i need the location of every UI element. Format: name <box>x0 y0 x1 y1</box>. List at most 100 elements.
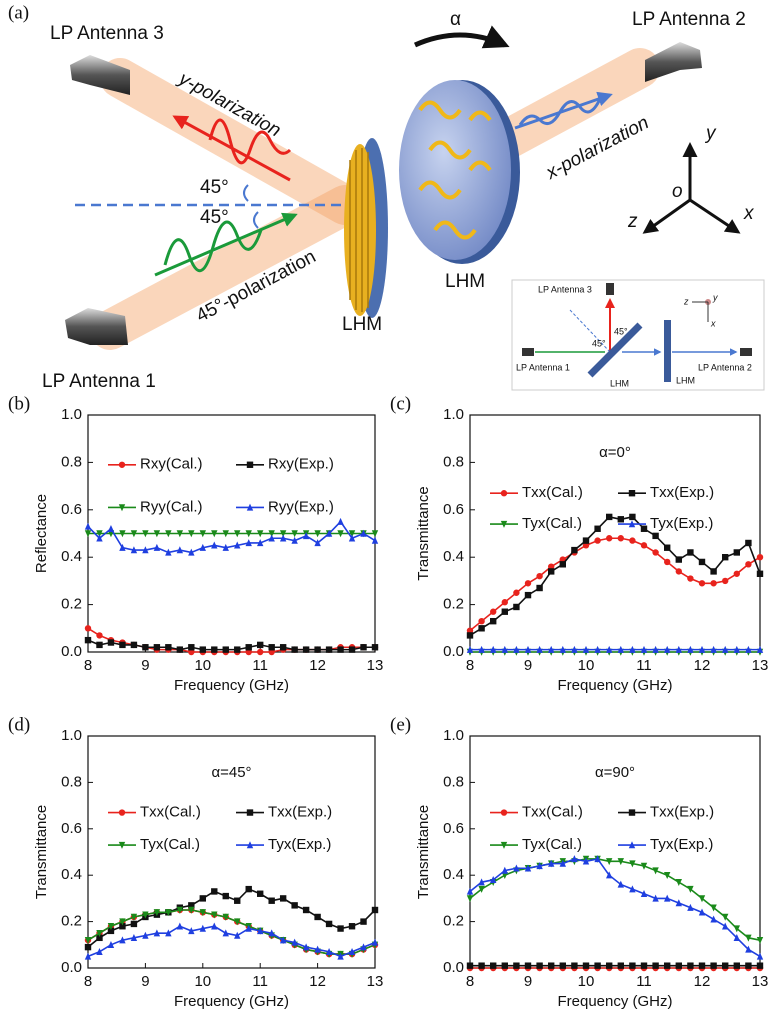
marker <box>525 580 531 586</box>
legend-label: Tyx(Exp.) <box>650 836 713 853</box>
marker <box>664 872 670 879</box>
marker <box>478 962 484 968</box>
legend-label: Txx(Exp.) <box>650 484 714 501</box>
marker <box>525 592 531 598</box>
y-tick-label: 1.0 <box>61 406 82 423</box>
marker <box>676 556 682 562</box>
marker <box>280 644 286 650</box>
marker <box>247 809 253 815</box>
marker <box>548 568 554 574</box>
label: y <box>704 123 717 144</box>
marker <box>268 644 274 650</box>
x-tick-label: 9 <box>141 973 149 990</box>
marker <box>291 902 297 908</box>
figure: (a) LP Antenna 3 LP Antenna 2 LP Antenna… <box>0 0 772 1015</box>
legend-label: Tyx(Cal.) <box>522 836 582 853</box>
y-axis-label: Transmittance <box>415 486 432 580</box>
marker <box>525 962 531 968</box>
marker <box>606 514 612 520</box>
marker <box>223 893 229 899</box>
marker <box>641 542 647 548</box>
y-axis-label: Transmittance <box>33 805 50 899</box>
marker <box>234 646 240 652</box>
marker <box>337 646 343 652</box>
label: LHM <box>610 378 629 388</box>
marker <box>314 646 320 652</box>
marker <box>664 545 670 551</box>
marker <box>583 962 589 968</box>
legend-label: Txx(Cal.) <box>522 804 583 821</box>
marker <box>490 618 496 624</box>
marker <box>745 561 751 567</box>
inset-frame <box>512 280 764 390</box>
antenna <box>740 348 752 356</box>
marker <box>154 644 160 650</box>
label: x <box>743 203 755 224</box>
marker <box>165 644 171 650</box>
y-tick-label: 0.2 <box>61 596 82 613</box>
x-axis-label: Frequency (GHz) <box>557 993 672 1010</box>
chart: 0.00.20.40.60.81.08910111213Frequency (G… <box>390 714 768 1010</box>
marker <box>618 962 624 968</box>
x-tick-label: 10 <box>578 973 595 990</box>
marker <box>96 632 102 638</box>
marker <box>246 644 252 650</box>
marker <box>211 888 217 894</box>
marker <box>536 585 542 591</box>
marker <box>119 809 125 815</box>
legend-label: Tyx(Cal.) <box>522 515 582 532</box>
label: 45° <box>592 338 606 348</box>
label: y <box>712 292 718 302</box>
marker <box>676 962 682 968</box>
marker <box>85 523 91 530</box>
lhm-1 <box>344 144 376 316</box>
x-tick-label: 13 <box>367 973 384 990</box>
marker <box>710 962 716 968</box>
x-tick-label: 10 <box>578 657 595 674</box>
label: LP Antenna 1 <box>42 371 156 392</box>
legend-label: Txx(Exp.) <box>650 804 714 821</box>
label: o <box>672 181 683 202</box>
marker <box>629 962 635 968</box>
panel-label: (c) <box>390 393 411 414</box>
marker <box>96 642 102 648</box>
marker <box>513 590 519 596</box>
marker <box>257 649 263 655</box>
x-axis-label: Frequency (GHz) <box>557 677 672 694</box>
y-tick-label: 1.0 <box>61 727 82 744</box>
label: LHM <box>342 314 382 335</box>
marker <box>722 554 728 560</box>
antenna-2 <box>645 42 702 82</box>
label: 45° <box>200 177 229 198</box>
marker <box>734 549 740 555</box>
legend-label: Txx(Exp.) <box>268 804 332 821</box>
x-tick-label: 11 <box>636 657 652 674</box>
marker <box>268 898 274 904</box>
marker <box>594 537 600 543</box>
x-tick-label: 11 <box>252 657 268 674</box>
marker <box>664 559 670 565</box>
label: LP Antenna 2 <box>698 362 752 372</box>
x-tick-label: 12 <box>694 657 711 674</box>
y-tick-label: 0.8 <box>61 453 82 470</box>
axis <box>690 200 738 232</box>
marker <box>583 537 589 543</box>
marker <box>200 895 206 901</box>
marker <box>664 962 670 968</box>
legend-label: Rxy(Exp.) <box>268 456 334 473</box>
marker <box>641 962 647 968</box>
marker <box>360 644 366 650</box>
chart: 0.00.20.40.60.81.08910111213Frequency (G… <box>390 393 768 694</box>
y-tick-label: 0.4 <box>443 866 464 883</box>
marker <box>372 907 378 913</box>
label: z <box>627 211 638 232</box>
marker <box>257 891 263 897</box>
marker <box>501 490 507 496</box>
marker <box>745 540 751 546</box>
marker <box>349 923 355 929</box>
marker <box>337 518 343 525</box>
marker <box>257 642 263 648</box>
marker <box>280 895 286 901</box>
legend-label: Ryy(Cal.) <box>140 498 203 515</box>
marker <box>618 516 624 522</box>
